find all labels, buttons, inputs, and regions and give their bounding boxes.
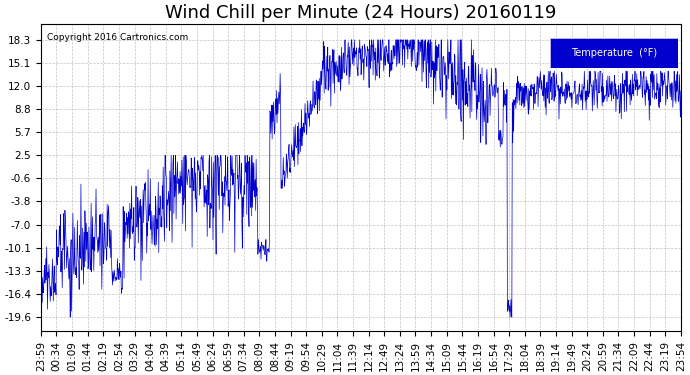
Text: Copyright 2016 Cartronics.com: Copyright 2016 Cartronics.com: [48, 33, 188, 42]
Title: Wind Chill per Minute (24 Hours) 20160119: Wind Chill per Minute (24 Hours) 2016011…: [165, 4, 557, 22]
